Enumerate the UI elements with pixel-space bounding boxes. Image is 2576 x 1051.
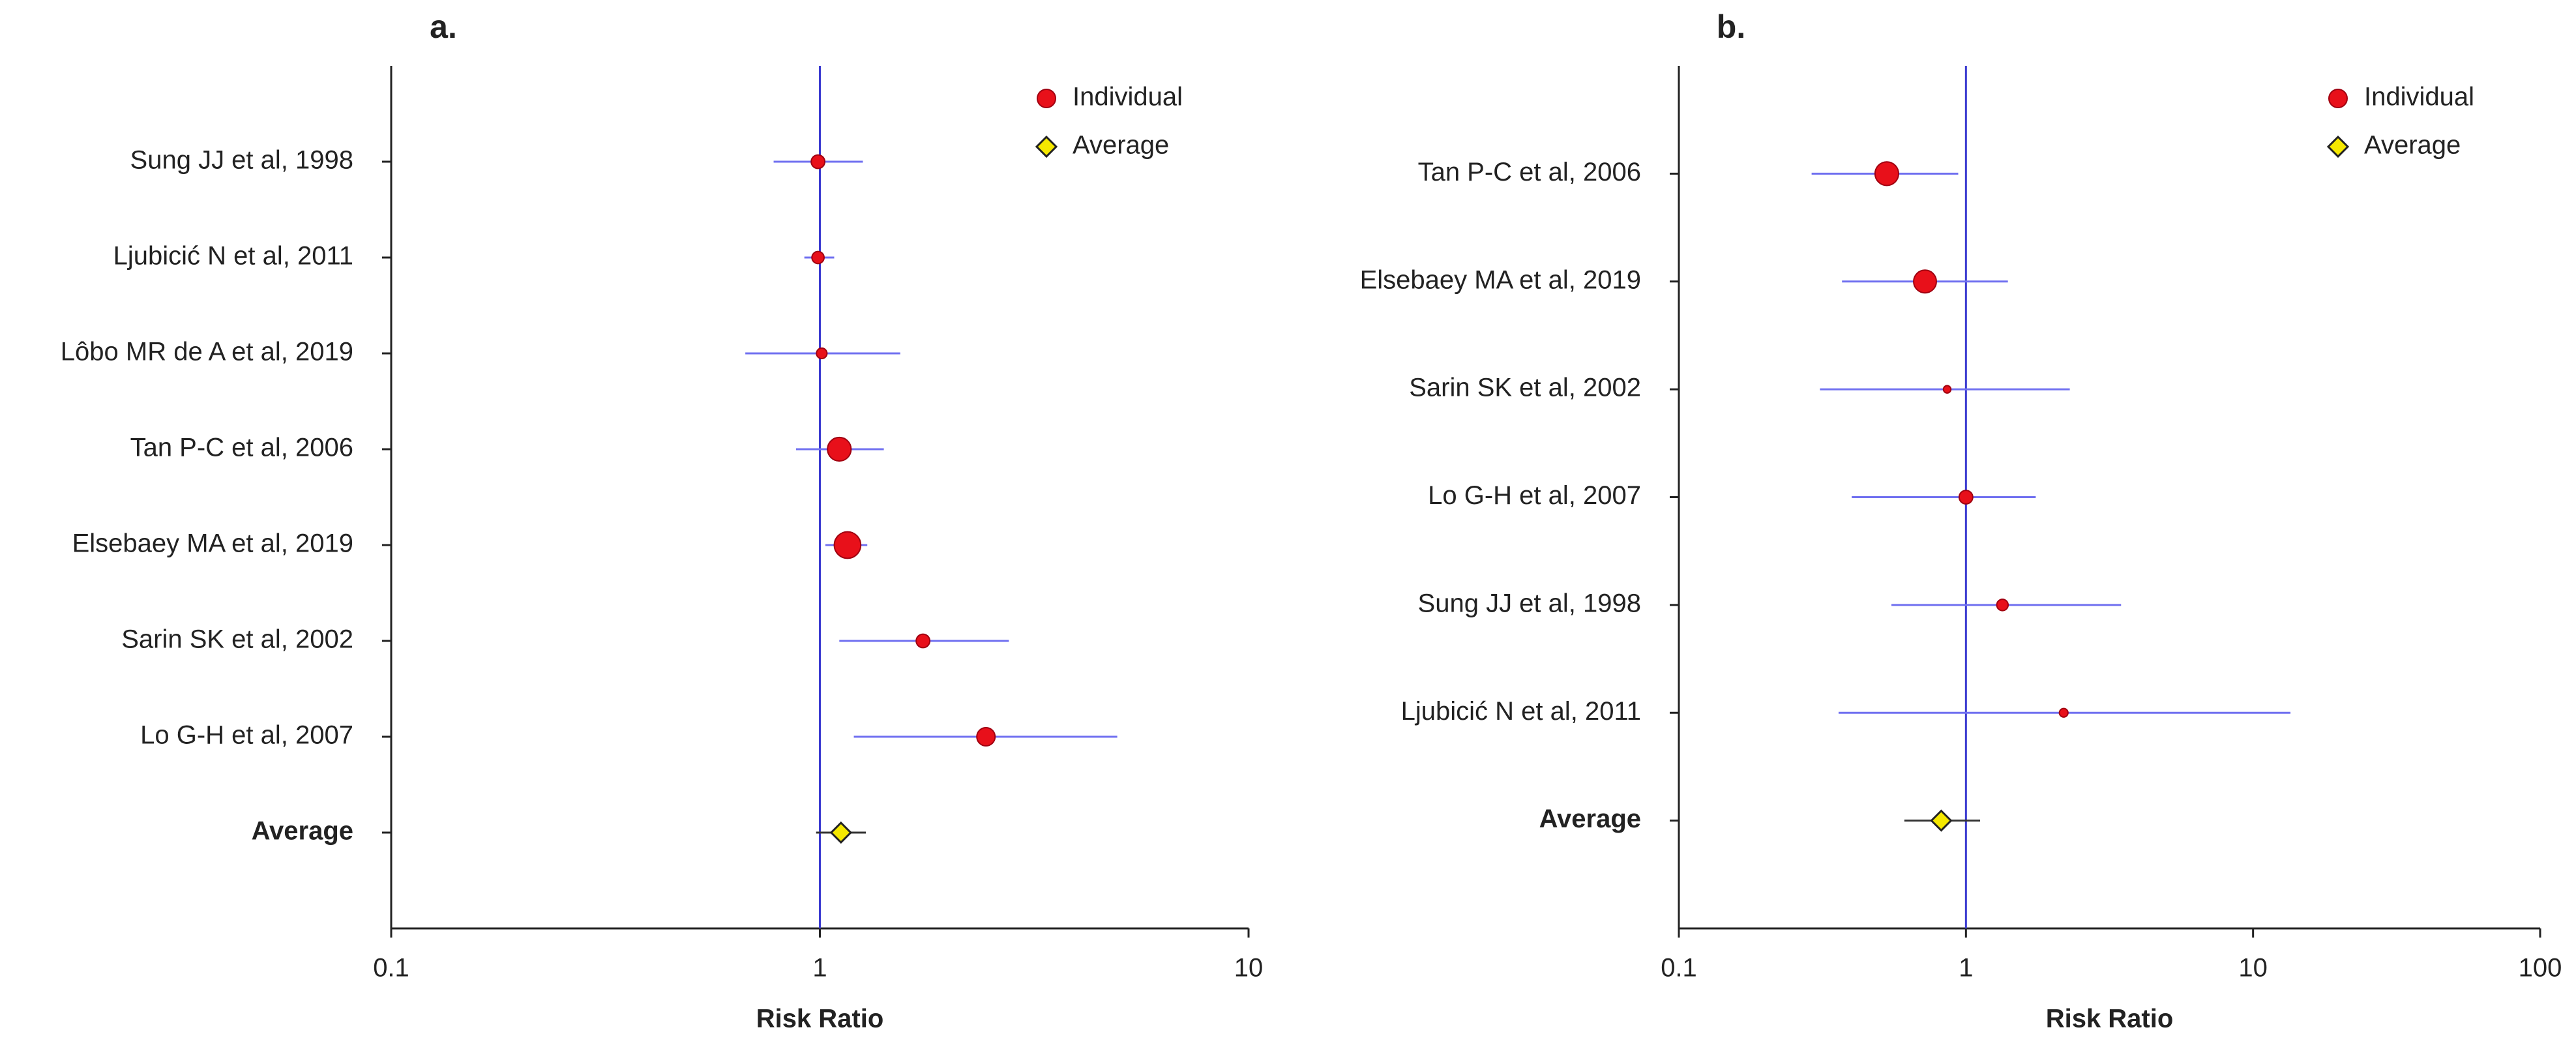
study-point (1874, 161, 1899, 186)
category-label: Ljubicić N et al, 2011 (113, 242, 353, 271)
study-point (1913, 269, 1937, 294)
x-axis-label: Risk Ratio (756, 1005, 884, 1033)
study-point (1958, 490, 1974, 505)
x-tick-label: 100 (2519, 954, 2562, 983)
average-point (829, 821, 852, 844)
legend-label: Individual (1073, 83, 1183, 111)
x-tick-label: 1 (1959, 954, 1973, 983)
study-point (1996, 599, 2009, 612)
study-point (915, 633, 931, 649)
study-point (1942, 385, 1952, 394)
average-label: Average (252, 817, 353, 846)
study-point (816, 347, 828, 360)
legend-marker (2326, 135, 2350, 158)
average-label: Average (1539, 805, 1641, 833)
x-tick-label: 1 (812, 954, 827, 983)
category-label: Sung JJ et al, 1998 (1418, 589, 1641, 617)
category-label: Lo G-H et al, 2007 (140, 721, 353, 750)
study-point (810, 154, 826, 170)
legend-label: Average (1073, 131, 1169, 160)
x-tick-label: 10 (2238, 954, 2268, 983)
average-point (1930, 809, 1953, 832)
x-tick-label: 10 (1234, 954, 1264, 983)
category-label: Lôbo MR de A et al, 2019 (61, 338, 353, 366)
category-label: Sung JJ et al, 1998 (130, 146, 353, 175)
x-tick-label: 0.1 (373, 954, 409, 983)
category-label: Elsebaey MA et al, 2019 (72, 529, 353, 558)
panel-title: a. (430, 8, 457, 45)
study-point (2058, 707, 2069, 718)
legend-label: Average (2364, 131, 2461, 160)
x-tick-label: 0.1 (1661, 954, 1697, 983)
study-point (827, 436, 852, 462)
category-label: Sarin SK et al, 2002 (121, 625, 353, 654)
legend-marker (1035, 135, 1058, 158)
legend-marker (1037, 89, 1056, 108)
panel-title: b. (1717, 8, 1745, 45)
category-label: Lo G-H et al, 2007 (1428, 481, 1641, 510)
category-label: Elsebaey MA et al, 2019 (1360, 265, 1641, 294)
legend-label: Individual (2364, 83, 2474, 111)
category-label: Tan P-C et al, 2006 (130, 434, 353, 462)
study-point (976, 726, 996, 747)
study-point (811, 250, 825, 265)
category-label: Ljubicić N et al, 2011 (1401, 697, 1641, 726)
legend-marker (2328, 89, 2348, 108)
x-axis-label: Risk Ratio (2046, 1005, 2174, 1033)
category-label: Tan P-C et al, 2006 (1418, 158, 1641, 186)
category-label: Sarin SK et al, 2002 (1409, 374, 1641, 402)
study-point (833, 531, 862, 559)
